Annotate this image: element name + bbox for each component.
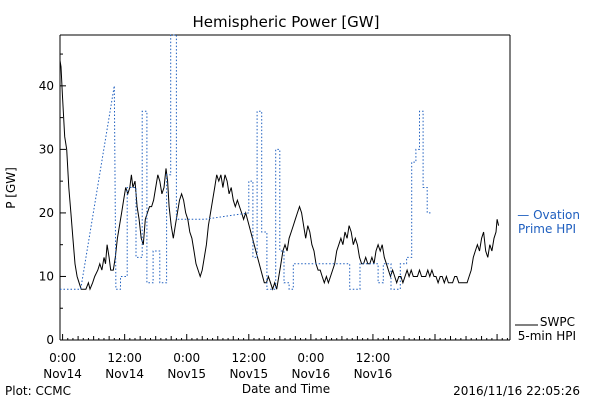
x-tick-time-label: 12:00 — [107, 351, 142, 365]
y-axis-label: P [GW] — [4, 167, 18, 209]
x-axis-label: Date and Time — [242, 382, 330, 396]
x-tick-time-label: 12:00 — [231, 351, 266, 365]
footer-timestamp: 2016/11/16 22:05:26 — [453, 384, 580, 398]
series-group — [59, 34, 500, 291]
x-tick-date-label: Nov15 — [229, 367, 268, 381]
plot-area: 0 10 20 30 40 0:00 Nov14 12:00 Nov14 0:00 Nov15 12… — [39, 34, 511, 381]
x-tick-time-label: 0:00 — [49, 351, 76, 365]
x-tick-time-label: 12:00 — [356, 351, 391, 365]
x-tick-date-label: Nov16 — [354, 367, 393, 381]
y-ticks-group: 0 10 20 30 40 — [39, 53, 66, 347]
x-tick-date-label: Nov15 — [167, 367, 206, 381]
footer-plot-credit: Plot: CCMC — [5, 384, 71, 398]
ovation-series-line — [60, 34, 431, 290]
legend-swpc-line2: 5-min HPI — [518, 329, 576, 343]
chart-title: Hemispheric Power [GW] — [193, 13, 380, 31]
x-tick-time-label: 0:00 — [297, 351, 324, 365]
y-tick-label-20: 20 — [39, 206, 54, 220]
x-tick-time-label: 0:00 — [173, 351, 200, 365]
legend-ovation-line1: — Ovation — [517, 208, 580, 222]
y-tick-label-10: 10 — [39, 269, 54, 283]
x-ticks-group: 0:00 Nov14 12:00 Nov14 0:00 Nov15 12:00 Nov15 0:… — [43, 334, 508, 381]
x-tick-date-label: Nov14 — [43, 367, 82, 381]
y-tick-label-30: 30 — [39, 142, 54, 156]
x-tick-date-label: Nov16 — [292, 367, 331, 381]
legend-swpc-line1: SWPC — [540, 315, 575, 329]
legend: — Ovation Prime HPI SWPC 5-min HPI — [515, 208, 580, 343]
legend-ovation-line2: Prime HPI — [518, 222, 576, 236]
swpc-series-line — [59, 60, 500, 291]
y-tick-label-0: 0 — [46, 333, 54, 347]
y-tick-label-40: 40 — [39, 79, 54, 93]
x-tick-date-label: Nov14 — [105, 367, 144, 381]
